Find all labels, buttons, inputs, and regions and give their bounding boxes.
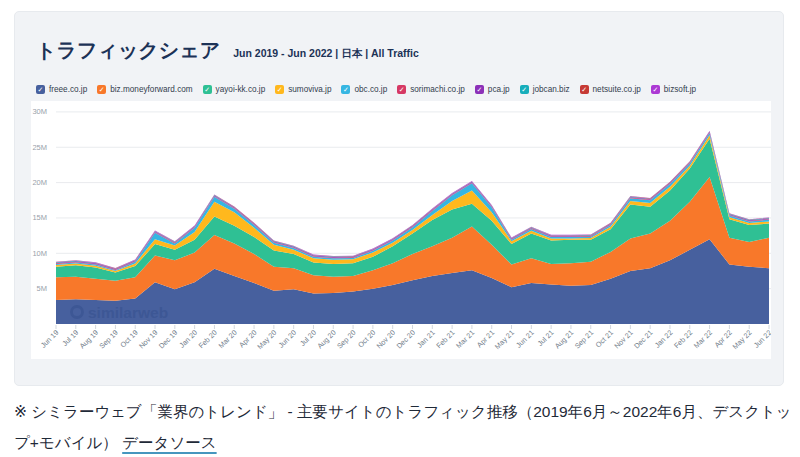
y-axis-label: 25M <box>32 143 47 152</box>
x-axis-label: Sep 19 <box>97 328 119 350</box>
x-axis-label: Dec 21 <box>632 328 654 350</box>
chart-panel: 5M10M15M20M25M30MJun 19Jul 19Aug 19Sep 1… <box>31 101 771 359</box>
y-axis-label: 15M <box>32 213 47 222</box>
x-axis-label: Oct 20 <box>356 328 377 349</box>
caption: ※ シミラーウェブ「業界のトレンド」 - 主要サイトのトラフィック推移（2019… <box>14 396 792 457</box>
x-axis-label: Nov 20 <box>375 328 397 350</box>
stacked-area-chart: 5M10M15M20M25M30MJun 19Jul 19Aug 19Sep 1… <box>31 101 771 359</box>
x-axis-label: Mar 22 <box>692 328 714 350</box>
legend-item-sumoviva.jp[interactable]: ✓ sumoviva.jp <box>275 85 331 94</box>
checkbox-checked-icon: ✓ <box>520 85 529 94</box>
legend-label: yayoi-kk.co.jp <box>216 85 266 94</box>
x-axis-label: Jan 22 <box>653 328 675 350</box>
x-axis-label: Sep 21 <box>573 328 595 350</box>
checkbox-checked-icon: ✓ <box>275 85 284 94</box>
x-axis-label: Jan 20 <box>177 328 199 350</box>
legend-item-pca.jp[interactable]: ✓ pca.jp <box>475 85 510 94</box>
x-axis-label: Apr 20 <box>237 328 258 349</box>
legend-label: obc.co.jp <box>354 85 387 94</box>
x-axis-label: May 22 <box>731 328 754 351</box>
legend-item-freee.co.jp[interactable]: ✓ freee.co.jp <box>36 85 87 94</box>
legend-label: biz.moneyforward.com <box>110 85 192 94</box>
x-axis-label: Apr 22 <box>712 328 733 349</box>
checkbox-checked-icon: ✓ <box>475 85 484 94</box>
chart-title: トラフィックシェア <box>36 39 220 61</box>
x-axis-label: Mar 20 <box>216 328 238 350</box>
y-axis-label: 10M <box>32 249 47 258</box>
legend-label: freee.co.jp <box>49 85 87 94</box>
legend-item-netsuite.co.jp[interactable]: ✓ netsuite.co.jp <box>580 85 641 94</box>
legend-label: jobcan.biz <box>533 85 570 94</box>
x-axis-label: May 21 <box>493 328 516 351</box>
x-axis-label: Dec 20 <box>394 328 416 350</box>
legend-label: sorimachi.co.jp <box>410 85 465 94</box>
y-axis-label: 20M <box>32 178 47 187</box>
checkbox-checked-icon: ✓ <box>36 85 45 94</box>
legend-item-obc.co.jp[interactable]: ✓ obc.co.jp <box>341 85 387 94</box>
legend-item-sorimachi.co.jp[interactable]: ✓ sorimachi.co.jp <box>397 85 465 94</box>
checkbox-checked-icon: ✓ <box>397 85 406 94</box>
checkbox-checked-icon: ✓ <box>580 85 589 94</box>
legend-label: pca.jp <box>488 85 510 94</box>
legend-label: bizsoft.jp <box>664 85 696 94</box>
x-axis-label: Nov 21 <box>612 328 634 350</box>
traffic-share-card: トラフィックシェア Jun 2019 - Jun 2022 | 日本 | All … <box>14 11 784 386</box>
x-axis-label: Jun 21 <box>514 328 536 350</box>
chart-legend: ✓ freee.co.jp ✓ biz.moneyforward.com ✓ yayoi-… <box>36 85 788 94</box>
legend-item-biz.moneyforward.com[interactable]: ✓ biz.moneyforward.com <box>97 85 192 94</box>
x-axis-label: Nov 19 <box>137 328 159 350</box>
checkbox-checked-icon: ✓ <box>341 85 350 94</box>
legend-item-yayoi-kk.co.jp[interactable]: ✓ yayoi-kk.co.jp <box>203 85 266 94</box>
x-axis-label: Apr 21 <box>475 328 496 349</box>
x-axis-label: Jun 20 <box>276 328 298 350</box>
x-axis-label: Oct 21 <box>594 328 615 349</box>
checkbox-checked-icon: ✓ <box>651 85 660 94</box>
x-axis-label: May 20 <box>255 328 278 351</box>
y-axis-label: 5M <box>37 284 47 293</box>
x-axis-label: Oct 19 <box>118 328 139 349</box>
x-axis-label: Feb 20 <box>197 328 219 350</box>
checkbox-checked-icon: ✓ <box>97 85 106 94</box>
legend-label: netsuite.co.jp <box>593 85 641 94</box>
checkbox-checked-icon: ✓ <box>203 85 212 94</box>
legend-item-bizsoft.jp[interactable]: ✓ bizsoft.jp <box>651 85 696 94</box>
datasource-link[interactable]: データソース <box>122 434 216 451</box>
x-axis-label: Jan 21 <box>415 328 437 350</box>
legend-label: sumoviva.jp <box>288 85 331 94</box>
y-axis-label: 30M <box>32 107 47 116</box>
x-axis-label: Jun 19 <box>39 328 61 350</box>
svg-text:similarweb: similarweb <box>88 304 168 321</box>
x-axis-label: Mar 21 <box>454 328 476 350</box>
x-axis-label: Dec 19 <box>157 328 179 350</box>
x-axis-label: Aug 20 <box>315 328 337 350</box>
page: トラフィックシェア Jun 2019 - Jun 2022 | 日本 | All … <box>0 0 800 457</box>
x-axis-label: Aug 21 <box>553 328 575 350</box>
legend-item-jobcan.biz[interactable]: ✓ jobcan.biz <box>520 85 570 94</box>
card-header: トラフィックシェア Jun 2019 - Jun 2022 | 日本 | All … <box>36 37 419 64</box>
x-axis-label: Sep 20 <box>335 328 357 350</box>
x-axis-label: Feb 21 <box>434 328 456 350</box>
x-axis-label: Aug 19 <box>78 328 100 350</box>
x-axis-label: Feb 22 <box>672 328 694 350</box>
chart-subtitle: Jun 2019 - Jun 2022 | 日本 | All Traffic <box>233 47 419 59</box>
x-axis-label: Jun 22 <box>752 328 771 350</box>
